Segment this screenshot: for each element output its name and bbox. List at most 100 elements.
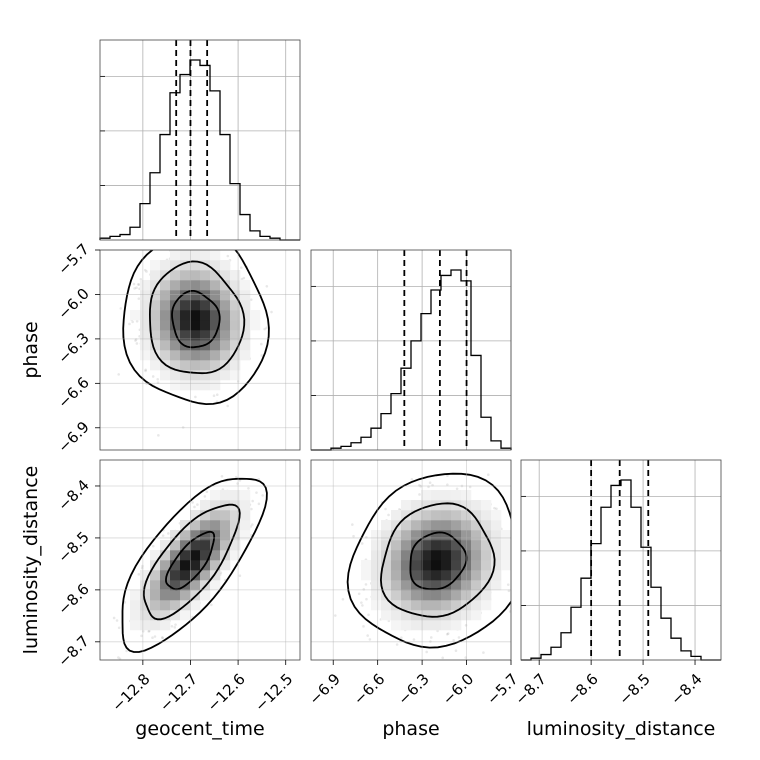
scatter-point: [455, 487, 459, 491]
density-cell: [170, 340, 181, 351]
density-cell: [491, 580, 502, 591]
scatter-point: [139, 277, 143, 281]
density-cell: [421, 590, 432, 601]
density-cell: [160, 290, 171, 301]
density-cell: [220, 320, 231, 331]
scatter-point: [137, 573, 141, 576]
density-cell: [431, 540, 442, 551]
density-cell: [160, 610, 171, 621]
density-cell: [200, 550, 211, 561]
density-cell: [441, 510, 452, 521]
density-cell: [210, 550, 221, 561]
density-cell: [371, 570, 382, 581]
density-cell: [190, 280, 201, 291]
scatter-point: [131, 320, 134, 324]
density-cell: [210, 380, 221, 391]
density-cell: [401, 540, 412, 551]
density-cell: [140, 310, 151, 321]
density-cell: [180, 380, 191, 391]
density-cell: [160, 280, 171, 291]
density-cell: [220, 290, 231, 301]
scatter-point: [412, 638, 416, 641]
scatter-point: [135, 286, 138, 289]
density-cell: [421, 540, 432, 551]
density-cell: [471, 540, 482, 551]
density-cell: [200, 280, 211, 291]
scatter-point: [156, 377, 160, 381]
density-cell: [240, 520, 251, 531]
density-cell: [491, 550, 502, 561]
density-cell: [421, 600, 432, 611]
density-cell: [250, 320, 261, 331]
density-cell: [411, 550, 422, 561]
hist-frame-luminosity_distance: [520, 459, 722, 661]
density-cell: [230, 550, 241, 561]
density-cell: [230, 270, 241, 281]
density-cell: [160, 560, 171, 571]
density-cell: [210, 490, 221, 501]
density-cell: [180, 360, 191, 371]
density-cell: [220, 370, 231, 381]
scatter-point: [260, 342, 263, 346]
density-cell: [170, 570, 181, 581]
density-cell: [170, 350, 181, 361]
density-cell: [220, 510, 231, 521]
scatter-inner-0: [100, 250, 273, 437]
density-cell: [200, 250, 211, 261]
density-cell: [401, 530, 412, 541]
density-cell: [190, 300, 201, 311]
contour-line-2-1: [379, 502, 496, 618]
scatter-point: [352, 534, 355, 538]
scatter-point: [410, 477, 414, 481]
density-cell: [240, 330, 251, 341]
density-cell: [431, 530, 442, 541]
density-cell: [381, 530, 392, 541]
density-cell: [371, 560, 382, 571]
scatter-point: [133, 287, 136, 290]
scatter-point: [151, 636, 154, 640]
hist-panel-luminosity_distance: [520, 459, 722, 661]
density-cell: [441, 530, 452, 541]
density-cell: [230, 350, 241, 361]
density-cell: [461, 510, 472, 521]
density-cell: [190, 340, 201, 351]
scatter-point: [145, 270, 148, 273]
density-cell: [421, 490, 432, 501]
density-cell: [180, 370, 191, 381]
scatter-point: [215, 393, 219, 397]
density-cell: [401, 600, 412, 611]
density-cell: [140, 320, 151, 331]
density-cell: [210, 360, 221, 371]
scatter-point: [226, 404, 229, 408]
density-cell: [401, 580, 412, 591]
scatter-frame-2: [310, 459, 512, 661]
density-cell: [441, 580, 452, 591]
density-cell: [371, 590, 382, 601]
x-tick-label-phase-0: −6.9: [305, 670, 343, 708]
density-cell: [170, 550, 181, 561]
density-cell: [471, 570, 482, 581]
density-cell: [411, 620, 422, 631]
density-cell: [411, 560, 422, 571]
density-cell: [180, 260, 191, 271]
density-cell: [170, 280, 181, 291]
density-cell: [220, 540, 231, 551]
density-cell: [140, 600, 151, 611]
density-cell: [441, 490, 452, 501]
density-cell: [180, 610, 191, 621]
scatter-point: [136, 283, 140, 286]
density-cell: [471, 520, 482, 531]
hist-frame-geocent_time: [99, 39, 301, 241]
density-cell: [240, 290, 251, 301]
scatter-point: [367, 613, 370, 617]
density-cell: [371, 530, 382, 541]
density-cell: [220, 280, 231, 291]
density-cell: [421, 560, 432, 571]
density-cell: [501, 530, 511, 541]
density-cell: [200, 360, 211, 371]
y-tick-label-luminosity_distance-2: −8.5: [54, 528, 92, 566]
density-cell: [401, 610, 412, 621]
density-cell: [461, 530, 472, 541]
scatter-point: [441, 656, 444, 660]
density-cell: [160, 320, 171, 331]
